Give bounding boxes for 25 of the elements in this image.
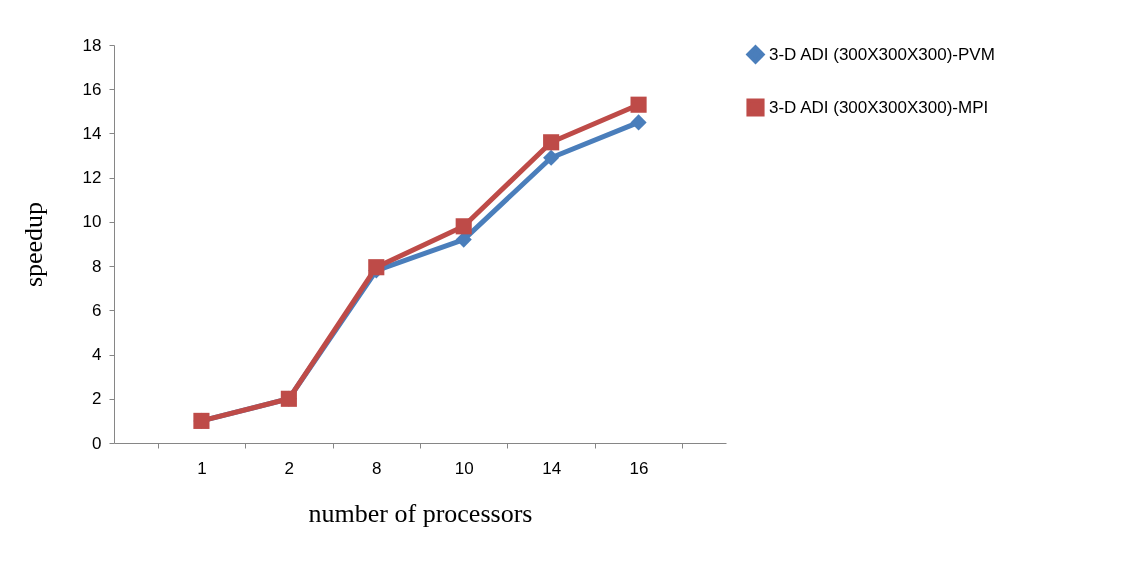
- y-axis-title: speedup: [18, 201, 48, 288]
- y-tick-label: 8: [92, 256, 102, 276]
- point: [630, 114, 647, 131]
- x-tick-label: 1: [197, 458, 207, 478]
- y-tick-label: 10: [82, 212, 102, 232]
- x-axis-title: number of processors: [308, 498, 533, 528]
- point: [543, 149, 560, 166]
- y-tick-label: 6: [92, 300, 102, 320]
- y-tick-label: 0: [92, 433, 102, 453]
- point: [630, 96, 647, 113]
- y-tick-label: 12: [82, 168, 102, 188]
- legend-label: 3-D ADI (300X300X300)-MPI: [769, 97, 989, 117]
- x-tick-label: 16: [629, 458, 649, 478]
- point: [543, 134, 560, 151]
- y-tick-label: 4: [92, 345, 102, 365]
- y-tick-label: 2: [92, 389, 102, 409]
- y-tick-label: 14: [82, 123, 102, 143]
- y-tick-label: 16: [82, 79, 102, 99]
- y-tick-label: 18: [82, 35, 102, 55]
- x-tick-label: 14: [542, 458, 562, 478]
- x-tick-label: 8: [372, 458, 382, 478]
- legend-label: 3-D ADI (300X300X300)-PVM: [769, 44, 995, 64]
- x-tick-label: 10: [454, 458, 474, 478]
- point: [455, 218, 472, 235]
- x-tick-label: 2: [284, 458, 295, 478]
